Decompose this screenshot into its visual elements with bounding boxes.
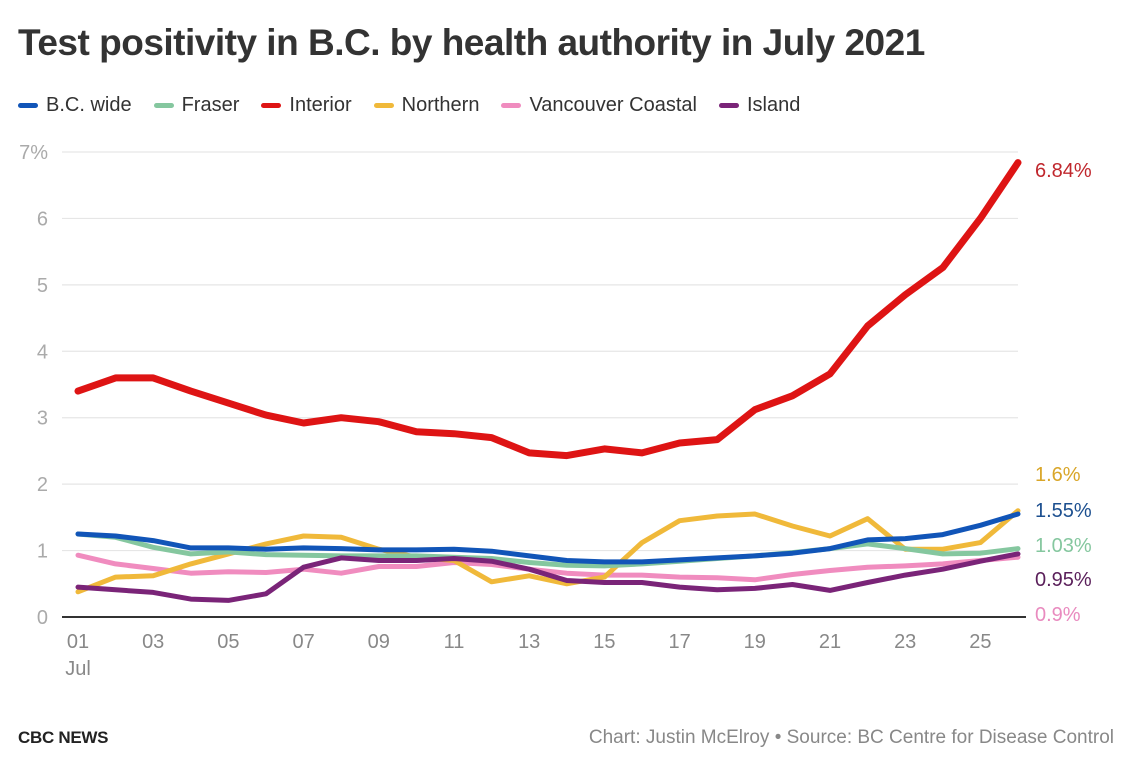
x-tick-label: 05 [217, 631, 239, 653]
y-tick-label: 7% [19, 142, 48, 164]
legend-item[interactable]: Fraser [153, 94, 240, 117]
y-tick-label: 1 [37, 541, 48, 563]
end-value-label: 6.84% [1035, 160, 1092, 182]
legend-label: B.C. wide [46, 94, 132, 116]
x-tick-label: 21 [819, 631, 841, 653]
x-tick-label: 17 [668, 631, 690, 653]
y-tick-label: 4 [37, 341, 48, 363]
legend-label: Island [746, 94, 801, 116]
x-tick-label: 23 [894, 631, 916, 653]
legend-label: Vancouver Coastal [529, 94, 697, 116]
y-tick-label: 6 [37, 208, 48, 230]
chart-title: Test positivity in B.C. by health author… [18, 22, 925, 63]
x-axis-month-label: Jul [65, 658, 91, 680]
series-line-interior [74, 159, 1022, 460]
x-tick-label: 07 [292, 631, 314, 653]
legend-swatch [261, 103, 282, 108]
end-value-label: 1.03% [1035, 535, 1092, 557]
y-tick-label: 5 [37, 275, 48, 297]
series-line-fraser [75, 531, 1021, 569]
x-tick-label: 01 [67, 631, 89, 653]
legend-label: Northern [401, 94, 480, 116]
x-tick-label: 11 [444, 631, 465, 653]
end-value-label: 1.55% [1035, 500, 1092, 522]
legend-item[interactable]: B.C. wide [18, 94, 132, 117]
legend-item[interactable]: Interior [261, 94, 352, 117]
legend: B.C. wide Fraser Interior Northern Vancouver… [18, 94, 822, 117]
x-tick-label: 25 [969, 631, 991, 653]
legend-swatch [373, 103, 394, 108]
x-tick-label: 09 [368, 631, 390, 653]
end-value-label: 1.6% [1035, 464, 1081, 486]
series-line-b-c-wide [75, 511, 1021, 565]
brand-logo-text: CBC NEWS [18, 728, 109, 747]
legend-item[interactable]: Island [718, 94, 801, 117]
series-line-island [75, 551, 1021, 603]
series-line-vancouver-coastal [75, 552, 1021, 583]
legend-item[interactable]: Northern [373, 94, 480, 117]
y-tick-label: 3 [37, 408, 48, 430]
x-tick-label: 19 [744, 631, 766, 653]
legend-item[interactable]: Vancouver Coastal [501, 94, 697, 117]
end-value-label: 0.95% [1035, 569, 1092, 591]
y-tick-label: 0 [37, 607, 48, 629]
x-tick-label: 13 [518, 631, 540, 653]
end-value-label: 0.9% [1035, 604, 1081, 626]
source-credit: Chart: Justin McElroy • Source: BC Centr… [588, 727, 1114, 748]
x-tick-label: 15 [593, 631, 615, 653]
x-tick-label: 03 [142, 631, 164, 653]
legend-swatch [718, 103, 739, 108]
legend-label: Interior [289, 94, 352, 116]
legend-swatch [501, 103, 522, 108]
y-tick-label: 2 [37, 474, 48, 496]
legend-label: Fraser [181, 94, 240, 116]
legend-swatch [18, 103, 38, 108]
legend-swatch [153, 103, 174, 108]
